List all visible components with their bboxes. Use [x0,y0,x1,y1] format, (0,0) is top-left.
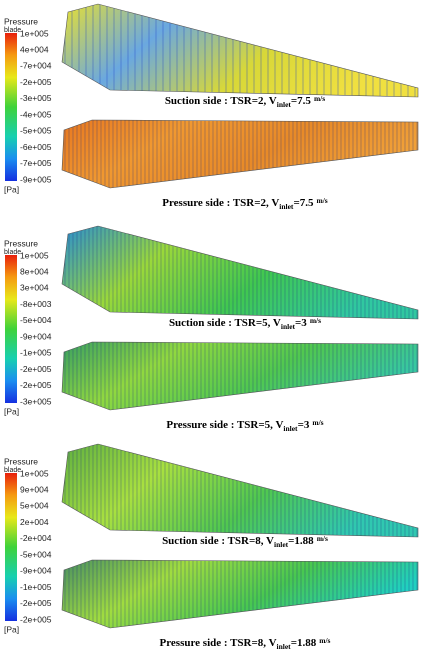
caption-unit: m/s [312,418,323,427]
colorbar-label: -5e+004 [20,549,52,559]
colorbar-label: -1e+005 [20,582,52,592]
legend-unit: [Pa] [4,184,19,194]
colorbar-label: -6e+005 [20,142,52,152]
colorbar-label: 1e+005 [20,468,49,478]
colorbar-label: -2e+005 [20,614,52,624]
streamlines [62,226,418,319]
colorbar [5,473,17,621]
colorbar-label: 9e+004 [20,484,49,494]
caption-unit: m/s [314,94,325,103]
colorbar-label: -2e+005 [20,77,52,87]
colorbar [5,33,17,181]
caption: Pressure side : TSR=2, Vinlet=7.5 m/s [162,196,328,211]
caption-value: =3 [298,419,310,431]
streamlines [62,120,418,188]
legend-title: Pressure [4,456,38,466]
colorbar-label: -9e+004 [20,566,52,576]
caption-subscript: inlet [283,424,298,433]
colorbar [5,255,17,403]
caption-subscript: inlet [274,540,289,549]
caption: Pressure side : TSR=5, Vinlet=3 m/s [166,418,323,433]
caption-unit: m/s [310,316,321,325]
legend-unit: [Pa] [4,624,19,634]
caption-subscript: inlet [277,642,292,651]
caption-unit: m/s [319,636,330,645]
colorbar-label: -3e+005 [20,396,52,406]
colorbar-label: -5e+005 [20,126,52,136]
colorbar-label: -9e+004 [20,331,52,341]
caption-value: =1.88 [288,535,314,547]
colorbar-label: 2e+004 [20,517,49,527]
colorbar-label: 3e+004 [20,283,49,293]
colorbar-label: -9e+005 [20,174,52,184]
colorbar-label: -2e+004 [20,533,52,543]
caption-value: =3 [295,317,307,329]
caption: Suction side : TSR=5, Vinlet=3 m/s [169,316,321,331]
caption-text: Suction side : TSR=5, V [169,317,281,329]
colorbar-label: -2e+005 [20,380,52,390]
colorbar-label: -2e+005 [20,598,52,608]
legend-subtitle: blade [4,27,21,34]
colorbar-label: -1e+005 [20,348,52,358]
colorbar-label: 5e+004 [20,501,49,511]
colorbar-label: -7e+004 [20,61,52,71]
caption-value: =7.5 [293,197,314,209]
colorbar-label: -7e+005 [20,158,52,168]
colorbar-label: 4e+004 [20,44,49,54]
streamlines [62,560,418,628]
caption-text: Pressure side : TSR=8, V [160,637,277,649]
content: Pressureblade1e+0054e+004-7e+004-2e+005-… [4,3,419,651]
caption-text: Suction side : TSR=2, V [165,95,277,107]
caption-value: =7.5 [291,95,312,107]
colorbar-label: -8e+003 [20,299,52,309]
caption: Suction side : TSR=2, Vinlet=7.5 m/s [165,94,325,109]
colorbar-label: 8e+004 [20,266,49,276]
colorbar-label: -2e+005 [20,364,52,374]
caption-subscript: inlet [281,322,296,331]
streamlines [62,342,418,410]
caption-unit: m/s [316,196,327,205]
legend-unit: [Pa] [4,406,19,416]
caption-text: Pressure side : TSR=5, V [166,419,283,431]
caption-subscript: inlet [279,202,294,211]
caption-value: =1.88 [291,637,317,649]
colorbar-label: -3e+005 [20,93,52,103]
caption-text: Pressure side : TSR=2, V [162,197,279,209]
caption: Pressure side : TSR=8, Vinlet=1.88 m/s [160,636,331,651]
colorbar-label: -4e+005 [20,109,52,119]
colorbar-label: -5e+004 [20,315,52,325]
caption-text: Suction side : TSR=8, V [162,535,274,547]
colorbar-label: 1e+005 [20,28,49,38]
streamlines [62,444,418,537]
streamlines [62,4,418,97]
caption-subscript: inlet [277,100,292,109]
legend-title: Pressure [4,16,38,26]
caption-unit: m/s [317,534,328,543]
colorbar-label: 1e+005 [20,250,49,260]
legend-subtitle: blade [4,249,21,256]
legend-title: Pressure [4,238,38,248]
caption: Suction side : TSR=8, Vinlet=1.88 m/s [162,534,328,549]
legend-subtitle: blade [4,467,21,474]
